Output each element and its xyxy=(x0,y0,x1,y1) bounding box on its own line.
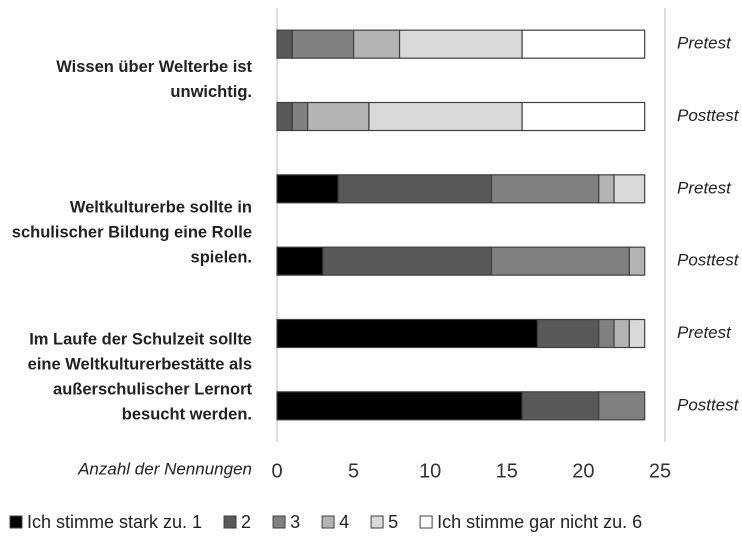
legend-swatch xyxy=(272,515,286,529)
legend-swatch xyxy=(419,515,433,529)
bar-label: Pretest xyxy=(677,34,732,53)
x-axis-label: Anzahl der Nennungen xyxy=(77,459,252,478)
x-tick-label: 10 xyxy=(419,460,441,482)
legend-swatch xyxy=(321,515,335,529)
group-label: besucht werden. xyxy=(122,406,252,424)
legend-swatch xyxy=(223,515,237,529)
bar-segment xyxy=(322,246,493,276)
bar-segment xyxy=(276,29,293,59)
bar-label: Pretest xyxy=(677,178,732,197)
bar-segment xyxy=(521,29,646,59)
legend-label: 2 xyxy=(241,512,251,532)
group-label: unwichtig. xyxy=(170,83,252,101)
group-label: Weltkulturerbe sollte in xyxy=(70,198,252,216)
x-tick-label: 5 xyxy=(348,460,359,482)
group-label: spielen. xyxy=(191,248,252,266)
legend-label: Ich stimme gar nicht zu. 6 xyxy=(437,512,642,532)
bar-segment xyxy=(276,174,339,204)
legend-swatch xyxy=(370,515,384,529)
group-label: Wissen über Welterbe ist xyxy=(56,58,252,76)
group-label: schulischer Bildung eine Rolle xyxy=(12,223,252,241)
bar-segment xyxy=(598,391,646,421)
bar-segment xyxy=(490,174,600,204)
bar-segment xyxy=(276,391,523,421)
x-tick-label: 20 xyxy=(572,460,594,482)
x-tick-label: 25 xyxy=(649,460,671,482)
legend-swatch xyxy=(9,515,23,529)
bar-segment xyxy=(521,101,646,132)
bar-segment xyxy=(598,318,615,349)
bar-segment xyxy=(598,174,615,204)
legend-label: 3 xyxy=(290,512,300,532)
bar-segment xyxy=(291,29,355,59)
bar-segment xyxy=(613,318,630,349)
bar-segment xyxy=(536,318,600,349)
bar-segment xyxy=(398,29,523,59)
bar-segment xyxy=(613,174,646,204)
bar-segment xyxy=(337,174,493,204)
x-tick-label: 15 xyxy=(496,460,518,482)
bar-segment xyxy=(353,29,401,59)
bar-segment xyxy=(490,246,630,276)
group-label: eine Weltkulturerbestätte als xyxy=(28,356,252,374)
bar-label: Posttest xyxy=(677,106,740,125)
bar-segment xyxy=(368,101,523,132)
bar-segment xyxy=(291,101,309,132)
bar-label: Posttest xyxy=(677,251,740,270)
bar-segment xyxy=(276,318,539,349)
group-label: außerschulischer Lernort xyxy=(53,381,252,399)
bar-label: Posttest xyxy=(677,395,740,414)
bar-segment xyxy=(307,101,370,132)
bar-segment xyxy=(628,246,646,276)
bar-segment xyxy=(276,246,324,276)
x-tick-label: 0 xyxy=(271,460,282,482)
bar-label: Pretest xyxy=(677,323,732,342)
group-label: Im Laufe der Schulzeit sollte xyxy=(29,331,252,349)
legend-label: 4 xyxy=(339,512,349,532)
legend-label: Ich stimme stark zu. 1 xyxy=(27,512,202,532)
bar-segment xyxy=(276,101,293,132)
legend-label: 5 xyxy=(388,512,398,532)
bar-segment xyxy=(521,391,600,421)
bar-segment xyxy=(628,318,646,349)
